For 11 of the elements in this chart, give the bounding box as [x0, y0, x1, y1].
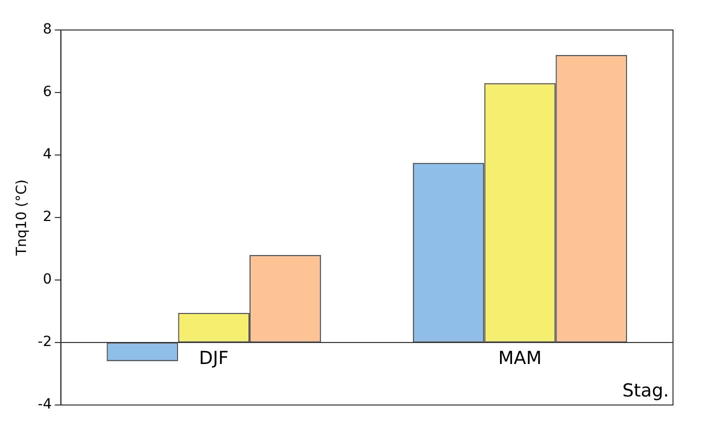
y-tick-label: 8: [42, 22, 52, 38]
y-tick-label: -2: [38, 334, 52, 350]
y-tick-label: 2: [42, 209, 52, 226]
y-tick-label: 6: [42, 84, 52, 100]
y-axis-title: Tnq10 (°C): [14, 179, 30, 257]
y-tick-label: 4: [42, 146, 52, 163]
y-tick-label: -4: [38, 396, 52, 413]
x-axis-title: Stag.: [622, 380, 669, 402]
y-tick-label: 0: [42, 272, 52, 288]
x-tick-label: MAM: [498, 348, 542, 370]
x-tick-label: DJF: [199, 348, 229, 370]
